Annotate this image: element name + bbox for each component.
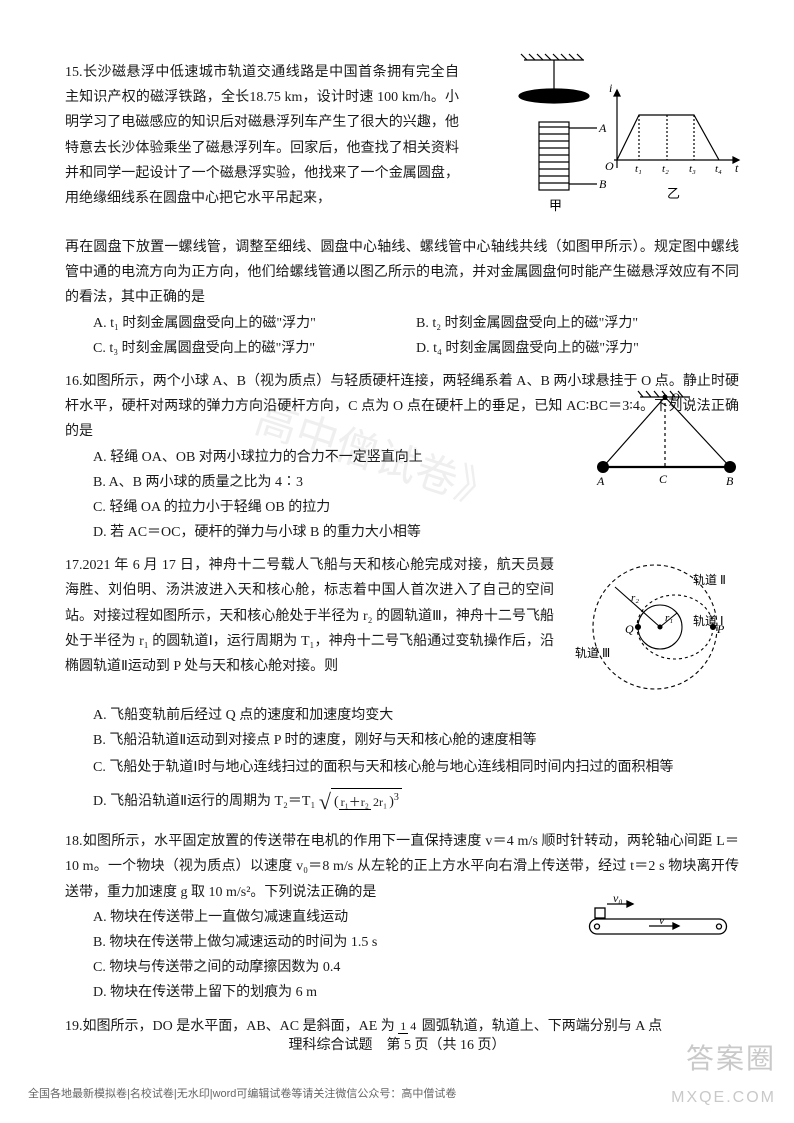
tick-t4: t₄ xyxy=(715,163,722,175)
watermark-url: MXQE.COM xyxy=(671,1084,776,1113)
question-17: 轨道 Ⅱ 轨道 Ⅰ 轨道 Ⅲ r₁ r₂ Q P 17.2021 年 6 月 1… xyxy=(65,553,739,821)
q15-figure-yi: i O t₁ t₂ t₃ t₄ t 乙 xyxy=(599,80,749,210)
sqrt-body: (r₁＋r₂2r₁)3 xyxy=(331,788,402,815)
axis-t: t xyxy=(735,161,739,175)
frac-den: 2r₁ xyxy=(371,795,389,809)
q15-option-D: D. t₄ 时刻金属圆盘受向上的磁"浮力" xyxy=(416,336,739,361)
bottom-note: 全国各地最新模拟卷|名校试卷|无水印|word可编辑试卷等请关注微信公众号：高中… xyxy=(28,1085,456,1105)
q17-optD-pre: D. 飞船沿轨道Ⅱ运行的周期为 T₂＝T₁ xyxy=(93,794,315,809)
origin-O: O xyxy=(605,159,614,173)
orbit2-label: 轨道 Ⅱ xyxy=(693,573,726,587)
point-O: O xyxy=(671,390,680,404)
q19-text-pre: 如图所示，DO 是水平面，AB、AC 是斜面，AE 为 xyxy=(83,1019,399,1034)
q18-figure: v₀ v xyxy=(579,894,739,949)
q17-option-D: D. 飞船沿轨道Ⅱ运行的周期为 T₂＝T₁ √ (r₁＋r₂2r₁)3 xyxy=(93,782,739,822)
watermark-corner: 答案圈 MXQE.COM xyxy=(671,1034,776,1113)
q16-option-D: D. 若 AC＝OC，硬杆的弹力与小球 B 的重力大小相等 xyxy=(93,520,569,545)
q19-frac-num: 1 xyxy=(398,1019,408,1034)
tick-t3: t₃ xyxy=(689,163,696,175)
q18-option-D: D. 物块在传送带上留下的划痕为 6 m xyxy=(93,980,739,1005)
tick-t1: t₁ xyxy=(635,163,642,175)
Q-label: Q xyxy=(625,622,634,636)
q19-frac-den: 4 xyxy=(408,1019,418,1033)
point-B: B xyxy=(726,474,734,488)
label-yi: 乙 xyxy=(667,186,680,201)
q17-text: 2021 年 6 月 17 日，神舟十二号载人飞船与天和核心舱完成对接，航天员聂… xyxy=(65,558,554,674)
q16-number: 16. xyxy=(65,374,83,389)
sqrt-icon: √ xyxy=(319,782,331,822)
r1-label: r₁ xyxy=(665,612,673,624)
frac-num: r₁＋r₂ xyxy=(339,795,371,810)
q15-text-part1: 长沙磁悬浮中低速城市轨道交通线路是中国首条拥有完全自主知识产权的磁浮铁路，全长1… xyxy=(65,65,459,206)
question-19: 19.如图所示，DO 是水平面，AB、AC 是斜面，AE 为 14 圆弧轨道，轨… xyxy=(65,1014,739,1039)
v0-label: v₀ xyxy=(613,894,623,905)
point-C: C xyxy=(659,472,668,486)
question-18: v₀ v 18.如图所示，水平固定放置的传送带在电机的作用下一直保持速度 v＝4… xyxy=(65,829,739,1005)
q17-option-C: C. 飞船处于轨道Ⅰ时与地心连线扫过的面积与天和核心舱与地心连线相同时间内扫过的… xyxy=(93,754,739,782)
formula-exp: 3 xyxy=(394,792,399,803)
q15-figure-jia: A B 甲 xyxy=(499,52,609,222)
axis-i: i xyxy=(609,81,612,95)
q18-number: 18. xyxy=(65,834,83,849)
label-jia: 甲 xyxy=(549,198,562,213)
tick-t2: t₂ xyxy=(662,163,669,175)
question-16: O A C B 16.如图所示，两个小球 A、B（视为质点）与轻质硬杆连接，两轻… xyxy=(65,369,739,545)
q16-option-B: B. A、B 两小球的质量之比为 4∶3 xyxy=(93,470,569,495)
q15-text-part2: 再在圆盘下放置一螺线管，调整至细线、圆盘中心轴线、螺线管中心轴线共线（如图甲所示… xyxy=(65,235,739,311)
q15-option-C: C. t₃ 时刻金属圆盘受向上的磁"浮力" xyxy=(93,336,416,361)
q19-text-post: 圆弧轨道，轨道上、下两端分别与 A 点 xyxy=(422,1019,662,1034)
r2-label: r₂ xyxy=(631,592,639,604)
q15-option-A: A. t₁ 时刻金属圆盘受向上的磁"浮力" xyxy=(93,311,416,336)
q19-frac: 14 xyxy=(398,1020,418,1033)
q16-option-C: C. 轻绳 OA 的拉力小于轻绳 OB 的拉力 xyxy=(93,495,569,520)
q17-option-B: B. 飞船沿轨道Ⅱ运动到对接点 P 时的速度，刚好与天和核心舱的速度相等 xyxy=(93,728,739,753)
q18-text: 如图所示，水平固定放置的传送带在电机的作用下一直保持速度 v＝4 m/s 顺时针… xyxy=(65,834,739,899)
q16-figure: O A C B xyxy=(585,387,745,492)
q19-number: 19. xyxy=(65,1019,83,1034)
q16-option-A: A. 轻绳 OA、OB 对两小球拉力的合力不一定竖直向上 xyxy=(93,445,569,470)
point-A: A xyxy=(596,474,605,488)
P-label: P xyxy=(716,622,725,636)
watermark-text: 答案圈 xyxy=(671,1034,776,1084)
q15-option-B: B. t₂ 时刻金属圆盘受向上的磁"浮力" xyxy=(416,311,739,336)
q17-figure: 轨道 Ⅱ 轨道 Ⅰ 轨道 Ⅲ r₁ r₂ Q P xyxy=(565,549,745,704)
question-15: A B 甲 i O t₁ t₂ t₃ t₄ t xyxy=(65,60,739,361)
q15-number: 15. xyxy=(65,65,83,80)
orbit3-label: 轨道 Ⅲ xyxy=(575,646,610,660)
q17-option-A: A. 飞船变轨前后经过 Q 点的速度和加速度均变大 xyxy=(93,703,739,728)
q17-number: 17. xyxy=(65,558,83,573)
v-label: v xyxy=(659,913,665,927)
q18-option-C: C. 物块与传送带之间的动摩擦因数为 0.4 xyxy=(93,955,739,980)
